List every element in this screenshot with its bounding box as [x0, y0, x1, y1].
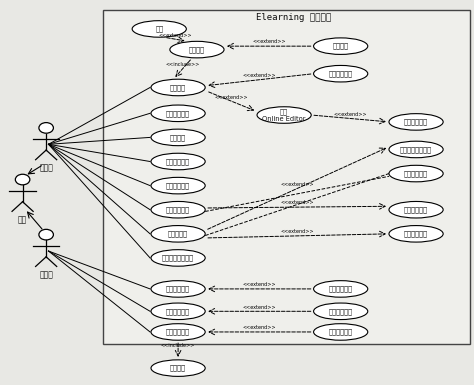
Text: 瀏覽系統公告: 瀏覽系統公告 [166, 329, 190, 335]
Ellipse shape [151, 249, 205, 266]
Ellipse shape [151, 153, 205, 170]
Text: <<extend>>: <<extend>> [252, 39, 285, 44]
Text: <<extend>>: <<extend>> [215, 95, 248, 100]
Text: 瀏覽系統公告: 瀏覽系統公告 [166, 182, 190, 189]
Ellipse shape [151, 226, 205, 242]
Text: 記錄考試成績: 記錄考試成績 [404, 231, 428, 237]
Text: 開讀課程: 開讀課程 [170, 84, 186, 91]
Ellipse shape [151, 129, 205, 146]
Text: 會員: 會員 [18, 215, 27, 224]
Text: 觀看歷次成績: 觀看歷次成績 [404, 170, 428, 177]
Text: 瀏覽課程列表: 瀏覽課程列表 [166, 308, 190, 315]
Text: <<extend>>: <<extend>> [243, 73, 276, 78]
Ellipse shape [314, 65, 368, 82]
Ellipse shape [389, 201, 443, 218]
Text: 搜尋課程: 搜尋課程 [170, 134, 186, 141]
Text: 閱讀使用說明: 閱讀使用說明 [166, 110, 190, 117]
Ellipse shape [151, 360, 205, 377]
Circle shape [15, 174, 30, 185]
Ellipse shape [151, 324, 205, 340]
Ellipse shape [132, 21, 186, 37]
Text: 管理者: 管理者 [39, 270, 53, 280]
Text: <<extend>>: <<extend>> [280, 229, 314, 234]
Text: <<extend>>: <<extend>> [280, 182, 314, 187]
Text: 登展: 登展 [155, 26, 163, 32]
Text: 記錄筆記: 記錄筆記 [333, 43, 349, 49]
Ellipse shape [314, 38, 368, 54]
Ellipse shape [151, 79, 205, 96]
Text: 瀏覽考題列表: 瀏覽考題列表 [166, 286, 190, 292]
Text: 考題：新增改: 考題：新增改 [328, 286, 353, 292]
Text: <<extend>>: <<extend>> [243, 282, 276, 287]
Text: <<extend>>: <<extend>> [243, 305, 276, 310]
Ellipse shape [389, 226, 443, 242]
Ellipse shape [151, 201, 205, 218]
FancyBboxPatch shape [103, 10, 470, 344]
Ellipse shape [314, 303, 368, 320]
Ellipse shape [151, 105, 205, 122]
Text: <<extend>>: <<extend>> [159, 33, 192, 38]
Text: 測驗練習題: 測驗練習題 [168, 231, 188, 237]
Text: 觀看著題考試書簽: 觀看著題考試書簽 [400, 146, 432, 153]
Text: 身分驗證: 身分驗證 [170, 365, 186, 372]
Ellipse shape [257, 107, 311, 123]
Circle shape [39, 122, 54, 133]
Text: 操作
Online Editor: 操作 Online Editor [263, 108, 306, 122]
Text: Elearning 學習系統: Elearning 學習系統 [256, 13, 331, 22]
Text: 觀看歷史記錄: 觀看歷史記錄 [166, 206, 190, 213]
Ellipse shape [151, 281, 205, 297]
Text: <<extend>>: <<extend>> [280, 201, 314, 206]
Ellipse shape [170, 41, 224, 58]
Text: 修改個人資料: 修改個人資料 [166, 158, 190, 165]
Ellipse shape [151, 303, 205, 320]
Text: 標記課程書簽: 標記課程書簽 [328, 70, 353, 77]
Ellipse shape [314, 281, 368, 297]
Ellipse shape [314, 324, 368, 340]
Text: <<extend>>: <<extend>> [333, 112, 367, 117]
Text: 選擇課程書簽: 選擇課程書簽 [404, 119, 428, 125]
Text: 身分驗證: 身分驗證 [189, 46, 205, 53]
Text: 課程：新增改: 課程：新增改 [328, 308, 353, 315]
Text: 公告：新增改: 公告：新增改 [328, 329, 353, 335]
Text: 選擇最近瀏覽課程: 選擇最近瀏覽課程 [162, 254, 194, 261]
Text: <<include>>: <<include>> [161, 343, 195, 348]
Ellipse shape [389, 114, 443, 130]
Text: 記錄考題書簽: 記錄考題書簽 [404, 206, 428, 213]
Text: 使用者: 使用者 [39, 164, 53, 172]
Text: <<include>>: <<include>> [166, 62, 200, 67]
Text: <<extend>>: <<extend>> [243, 325, 276, 330]
Ellipse shape [389, 141, 443, 158]
Ellipse shape [151, 177, 205, 194]
Circle shape [39, 229, 54, 240]
Ellipse shape [389, 165, 443, 182]
